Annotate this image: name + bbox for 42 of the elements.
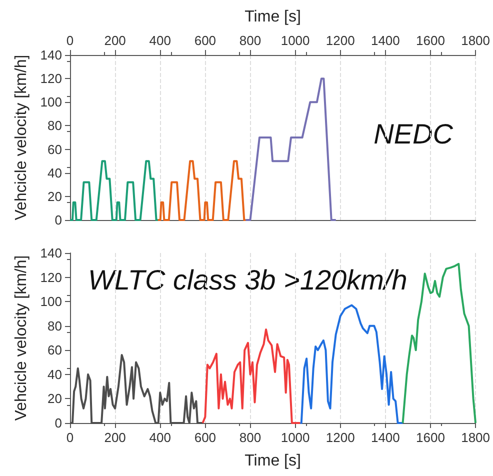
- annotation: WLTC class 3b >120km/h: [88, 264, 408, 296]
- y-tick-label: 20: [48, 188, 62, 204]
- x-tick-label: 1600: [416, 430, 445, 445]
- y-tick-label: 20: [48, 391, 62, 406]
- x2-tick-label: 1800: [461, 33, 490, 48]
- y-axis-title: Vehcicle velocity [km/h]: [12, 54, 30, 220]
- x-tick-label: 1000: [280, 430, 310, 445]
- x-tick-label: 1200: [326, 430, 355, 445]
- y-tick-label: 80: [48, 118, 62, 134]
- y-tick-label: 0: [54, 212, 62, 228]
- x-axis-title: Time [s]: [244, 452, 301, 470]
- x2-tick-label: 200: [104, 33, 126, 48]
- y-tick-label: 80: [48, 318, 62, 334]
- x2-tick-label: 1000: [280, 33, 310, 48]
- y-tick-label: 140: [40, 246, 62, 260]
- x2-tick-label: 0: [66, 33, 74, 48]
- y-tick-label: 60: [48, 142, 62, 157]
- y-tick-label: 100: [40, 294, 62, 310]
- x-tick-label: 1400: [370, 430, 400, 445]
- y-tick-label: 120: [40, 71, 62, 86]
- y-tick-label: 100: [40, 94, 62, 110]
- x2-tick-label: 1600: [416, 33, 445, 48]
- x2-tick-label: 400: [149, 33, 171, 48]
- x2-axis-title: Time [s]: [244, 8, 301, 26]
- x-tick-label: 1800: [461, 430, 490, 445]
- x-tick-label: 400: [149, 430, 171, 445]
- x2-tick-label: 800: [239, 33, 262, 48]
- y-tick-label: 120: [40, 270, 62, 285]
- y-tick-label: 40: [48, 366, 62, 382]
- x-tick-label: 600: [194, 430, 216, 445]
- y-tick-label: 40: [48, 165, 62, 180]
- y-tick-label: 0: [54, 416, 62, 430]
- x-tick-label: 0: [66, 430, 74, 445]
- x2-tick-label: 600: [194, 33, 216, 48]
- annotation: NEDC: [374, 118, 454, 150]
- y-tick-label: 60: [48, 342, 62, 358]
- x2-tick-label: 1400: [370, 33, 400, 48]
- x2-tick-label: 1200: [326, 33, 355, 48]
- y-axis-title: Vehcicle velocity [km/h]: [12, 255, 30, 421]
- y-tick-label: 140: [40, 48, 62, 62]
- x-tick-label: 200: [104, 430, 126, 445]
- x-tick-label: 800: [239, 430, 262, 445]
